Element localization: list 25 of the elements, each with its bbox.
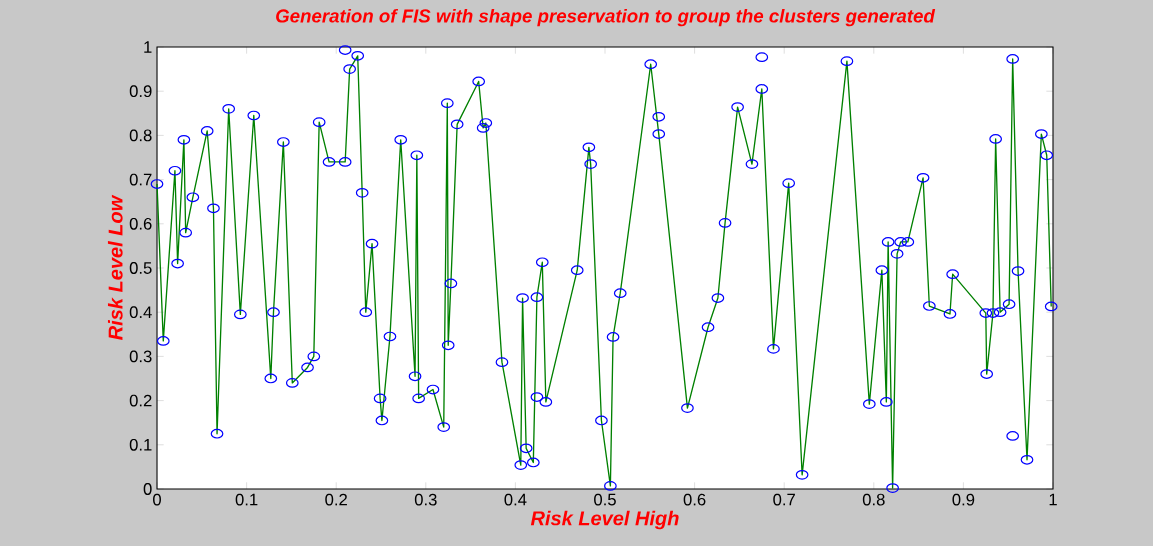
y-tick-label: 0.8 [129,129,152,142]
x-tick-label: 0 [153,493,161,506]
y-tick-label: 0.1 [129,438,152,451]
y-tick-label: 1 [144,41,152,53]
x-tick-label: 0.6 [683,493,706,506]
x-tick-label: 0.4 [504,493,527,506]
chart-title: Generation of FIS with shape preservation to group the clusters generated [276,8,936,27]
x-tick-label: 0.8 [862,493,885,506]
x-tick-label: 0.1 [235,493,258,506]
x-tick-label: 1 [1049,493,1057,506]
y-tick-label: 0.9 [129,85,152,98]
y-tick-label: 0.7 [129,173,152,186]
x-tick-label: 0.7 [773,493,795,506]
y-tick-label: 0.6 [129,217,152,230]
y-tick-label: 0.5 [129,262,152,274]
x-tick-label: 0.3 [414,493,437,506]
x-tick-label: 0.9 [952,493,975,506]
y-tick-label: 0 [143,483,152,495]
y-axis-title: Risk Level Low [107,194,123,340]
y-tick-label: 0.3 [129,350,152,363]
y-tick-label: 0.2 [129,394,152,407]
y-tick-label: 0.4 [129,306,152,319]
x-axis-title: Risk Level High [530,510,679,530]
x-tick-label: 0.2 [325,493,347,506]
x-tick-label: 0.5 [594,493,616,506]
